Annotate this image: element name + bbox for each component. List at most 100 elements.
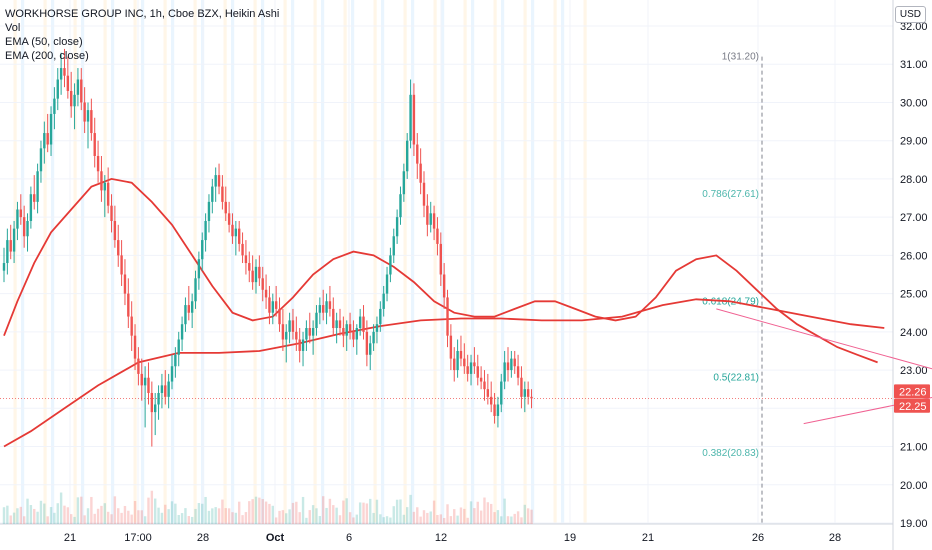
candle-body <box>201 240 204 260</box>
candle-body <box>170 366 174 382</box>
volume-bar <box>490 503 493 524</box>
volume-bar <box>429 511 432 524</box>
session-stripe <box>403 0 407 524</box>
candle-body <box>278 308 281 325</box>
session-stripe <box>81 0 85 524</box>
candle-body <box>426 205 429 225</box>
volume-bar <box>241 515 244 524</box>
candle-body <box>177 339 180 355</box>
volume-bar <box>463 508 466 524</box>
candle-body <box>308 328 311 336</box>
candle-body <box>221 186 224 202</box>
candle-body <box>506 362 510 371</box>
candle-body <box>83 102 86 122</box>
volume-bar <box>93 513 96 524</box>
currency-badge[interactable]: USD <box>894 6 926 23</box>
candle-body <box>322 305 325 313</box>
session-stripe <box>531 0 535 524</box>
candle-body <box>147 377 150 394</box>
volume-bar <box>436 514 439 524</box>
volume-bar <box>416 507 419 524</box>
volume-bar <box>22 516 26 524</box>
last-price-label: 22.26 <box>894 384 930 399</box>
candle-body <box>251 270 254 283</box>
volume-bar <box>412 511 416 524</box>
volume-bar <box>137 510 140 524</box>
session-stripe <box>523 0 527 524</box>
volume-bar <box>318 516 322 524</box>
volume-bar <box>177 515 180 524</box>
candle-body <box>500 381 503 405</box>
volume-bar <box>73 516 76 524</box>
time-tick-label: 6 <box>346 532 352 544</box>
price-tick-label: 28.00 <box>900 174 928 186</box>
candle-body <box>19 209 22 218</box>
volume-bars <box>2 490 533 524</box>
volume-bar <box>392 506 395 524</box>
price-tick-label: 25.00 <box>900 289 928 301</box>
last-price-label-bg <box>894 398 930 413</box>
volume-bar <box>513 513 516 524</box>
candle-body <box>137 358 140 374</box>
candle-body <box>197 259 201 279</box>
volume-bar <box>419 516 422 524</box>
volume-bar <box>70 514 73 524</box>
price-tick-label: 30.00 <box>900 97 928 109</box>
candle-body <box>490 396 493 405</box>
fib-level-label: 0.786(27.61) <box>702 189 759 200</box>
volume-bar <box>328 498 332 524</box>
volume-bar <box>100 505 103 524</box>
candle-body <box>523 389 526 397</box>
volume-bar <box>197 503 201 524</box>
candle-body <box>311 328 315 336</box>
candle-body <box>120 255 123 275</box>
candle-body <box>224 201 227 214</box>
candle-body <box>456 350 459 371</box>
time-tick-label: 12 <box>435 532 447 544</box>
candle-body <box>345 324 348 336</box>
candle-body <box>150 393 154 413</box>
volume-bar <box>308 510 311 524</box>
volume-bar <box>446 504 449 524</box>
volume-bar <box>221 499 224 524</box>
candle-body <box>348 324 352 332</box>
volume-bar <box>342 500 345 524</box>
volume-bar <box>365 503 369 524</box>
volume-bar <box>211 508 214 524</box>
volume-bar <box>26 498 29 524</box>
volume-bar <box>526 508 530 524</box>
candles <box>2 48 533 447</box>
session-stripe <box>21 0 25 524</box>
volume-bar <box>520 517 523 524</box>
session-stripe <box>411 0 415 524</box>
candle-body <box>288 320 291 332</box>
price-tick-label: 26.00 <box>900 250 928 262</box>
candle-body <box>486 389 490 397</box>
candle-body <box>36 171 39 202</box>
candle-body <box>76 79 80 95</box>
volume-bar <box>264 501 268 524</box>
volume-bar <box>382 517 385 524</box>
candle-body <box>493 404 496 416</box>
volume-bar <box>167 509 170 524</box>
volume-bar <box>506 516 510 524</box>
volume-bar <box>254 496 258 524</box>
fib-level-label: 0.382(20.83) <box>702 448 759 459</box>
volume-bar <box>362 502 365 524</box>
time-tick-label: 19 <box>564 532 576 544</box>
candle-body <box>143 377 147 386</box>
volume-bar <box>154 498 157 524</box>
volume-bar <box>479 510 483 524</box>
volume-bar <box>150 490 154 524</box>
price-tick-label: 21.00 <box>900 442 928 454</box>
volume-bar <box>234 512 238 524</box>
candle-body <box>66 75 70 91</box>
volume-bar <box>117 508 120 524</box>
candle-body <box>214 175 217 187</box>
volume-bar <box>90 496 93 524</box>
session-stripe <box>471 0 475 524</box>
price-tick-label: 29.00 <box>900 136 928 148</box>
volume-bar <box>375 499 379 524</box>
volume-bar <box>530 509 533 524</box>
